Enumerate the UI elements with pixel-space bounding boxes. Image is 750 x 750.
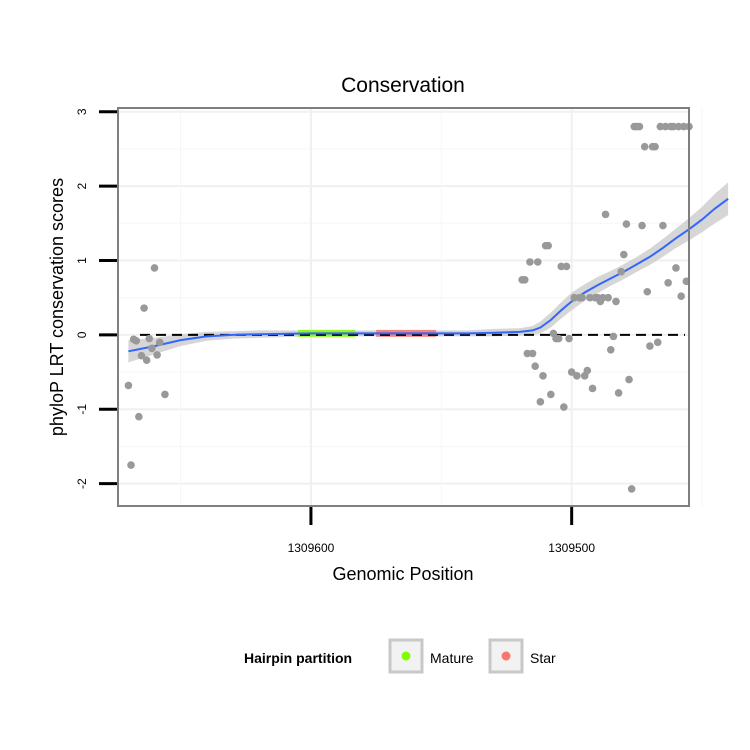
legend: Hairpin partition Mature Star bbox=[244, 638, 556, 674]
plot-border bbox=[117, 107, 690, 507]
data-point bbox=[622, 220, 631, 228]
data-point bbox=[565, 334, 573, 343]
data-point bbox=[620, 250, 628, 259]
data-point bbox=[653, 338, 662, 347]
data-point bbox=[669, 122, 678, 131]
data-point bbox=[547, 390, 555, 399]
data-point bbox=[531, 362, 539, 370]
data-point bbox=[140, 304, 148, 312]
data-point bbox=[651, 142, 659, 151]
confidence-band-area bbox=[128, 182, 729, 363]
data-point bbox=[627, 485, 636, 493]
data-point bbox=[539, 372, 547, 380]
legend-entry-mature: Mature bbox=[388, 638, 474, 674]
data-point bbox=[526, 258, 534, 266]
data-point bbox=[544, 241, 553, 250]
data-point bbox=[161, 390, 169, 399]
data-point bbox=[583, 366, 592, 375]
x-tick-label: 1309500 bbox=[548, 541, 595, 555]
data-point bbox=[562, 262, 571, 271]
legend-dot-mature bbox=[401, 651, 411, 661]
data-point bbox=[557, 262, 566, 271]
data-point bbox=[617, 267, 626, 276]
data-point bbox=[643, 287, 652, 296]
data-point bbox=[599, 293, 607, 302]
data-point bbox=[554, 334, 563, 343]
data-point bbox=[145, 334, 154, 343]
x-tick-label: 1309600 bbox=[288, 541, 335, 555]
legend-label-star: Star bbox=[530, 650, 556, 666]
data-point bbox=[674, 122, 683, 131]
data-point bbox=[646, 342, 654, 350]
data-point bbox=[640, 142, 649, 151]
y-axis-title: phyloP LRT conservation scores bbox=[47, 178, 67, 436]
x-axis: 1309600 1309500 bbox=[288, 507, 595, 555]
confidence-band bbox=[128, 182, 729, 363]
data-point bbox=[638, 221, 646, 230]
data-point bbox=[142, 356, 151, 364]
data-point bbox=[672, 264, 680, 272]
y-tick-label: 3 bbox=[75, 108, 89, 115]
data-point bbox=[625, 375, 633, 384]
data-point bbox=[132, 337, 141, 345]
data-point bbox=[677, 292, 685, 301]
y-axis: 3 2 1 0 -1 -2 bbox=[75, 108, 117, 489]
data-point bbox=[570, 293, 579, 302]
data-point bbox=[155, 338, 164, 347]
y-tick-label: -1 bbox=[75, 404, 89, 415]
smooth-fit-line bbox=[128, 197, 729, 353]
data-point bbox=[533, 258, 542, 266]
data-point bbox=[606, 345, 615, 354]
legend-dot-star bbox=[501, 651, 511, 661]
data-point bbox=[612, 297, 620, 306]
y-tick-label: -2 bbox=[75, 478, 89, 489]
legend-entry-star: Star bbox=[488, 638, 556, 674]
data-point bbox=[127, 461, 135, 469]
smooth-line bbox=[128, 197, 729, 353]
data-points bbox=[124, 122, 693, 493]
data-point bbox=[656, 122, 665, 131]
data-point bbox=[135, 412, 143, 421]
data-point bbox=[614, 389, 623, 397]
data-point bbox=[578, 293, 586, 302]
data-point bbox=[150, 264, 159, 272]
legend-title: Hairpin partition bbox=[244, 650, 352, 666]
y-tick-label: 1 bbox=[75, 257, 89, 264]
chart-title: Conservation bbox=[341, 74, 465, 97]
data-point bbox=[148, 344, 156, 353]
data-point bbox=[609, 332, 618, 341]
data-point bbox=[520, 276, 529, 284]
data-point bbox=[586, 293, 594, 302]
grid-lines bbox=[118, 108, 703, 506]
data-point bbox=[664, 279, 672, 287]
data-point bbox=[153, 351, 161, 359]
data-point bbox=[124, 381, 133, 390]
data-point bbox=[659, 221, 667, 230]
legend-label-mature: Mature bbox=[430, 650, 474, 666]
data-point bbox=[528, 349, 537, 358]
data-point bbox=[137, 351, 146, 360]
y-tick-label: 0 bbox=[75, 331, 89, 338]
data-point bbox=[604, 293, 612, 302]
data-point bbox=[679, 122, 688, 131]
data-point bbox=[601, 210, 610, 219]
data-point bbox=[560, 403, 568, 411]
x-axis-title: Genomic Position bbox=[332, 564, 473, 584]
data-point bbox=[523, 349, 532, 358]
y-tick-label: 2 bbox=[75, 182, 89, 189]
data-point bbox=[536, 398, 545, 406]
data-point bbox=[635, 122, 644, 131]
data-point bbox=[573, 372, 581, 380]
data-point bbox=[661, 122, 670, 131]
data-point bbox=[588, 384, 597, 393]
